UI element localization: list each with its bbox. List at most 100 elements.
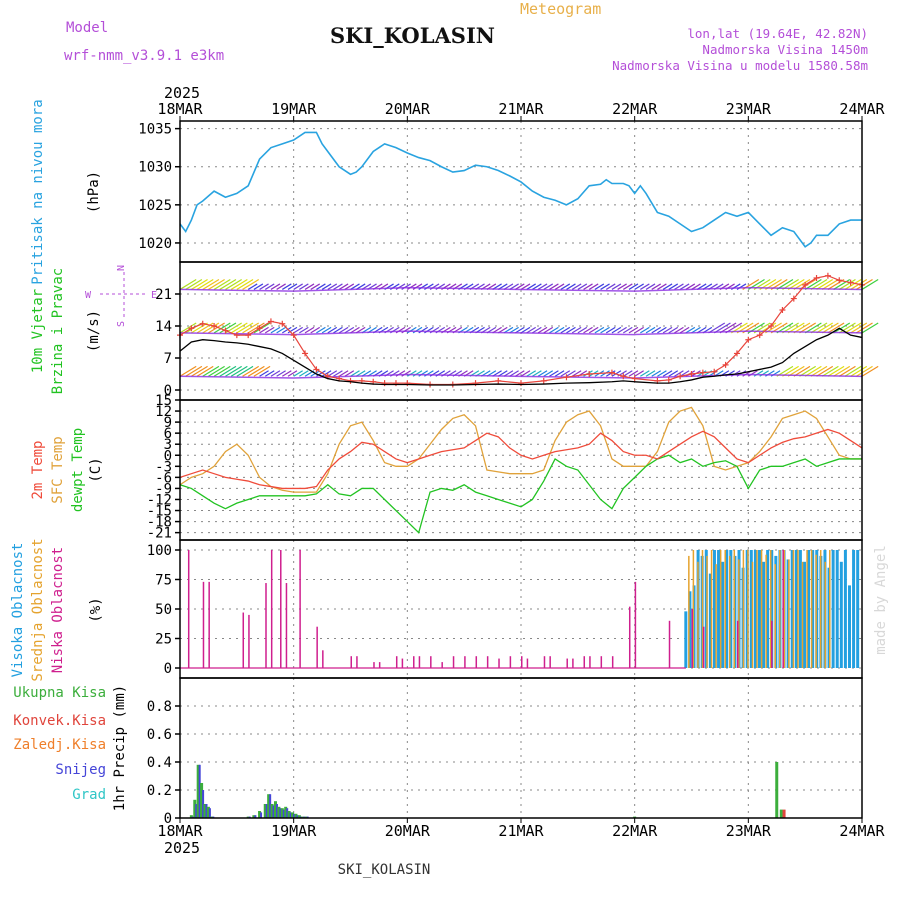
wind-barb	[327, 370, 338, 377]
wind-barb	[588, 283, 599, 290]
temp-ylabel: (C)	[88, 457, 104, 482]
precip-snow-bar	[205, 804, 208, 818]
wind-barb	[713, 322, 731, 334]
mid-cloud-bar	[706, 555, 708, 668]
precip-snow-bar	[260, 812, 263, 818]
wind-barb	[622, 283, 633, 290]
wind-barb	[407, 283, 417, 290]
wind-barb	[622, 370, 633, 377]
high-cloud-bar	[856, 550, 860, 668]
wind-barb	[270, 283, 281, 290]
precip-snow-bar	[265, 804, 268, 818]
wind-gust-marker	[563, 374, 570, 381]
wind-barb	[196, 322, 214, 334]
low-cloud-bar	[430, 656, 432, 668]
wind-barb	[196, 365, 214, 377]
precip-total-bar	[270, 804, 274, 818]
high-cloud-bar	[766, 550, 770, 668]
wind-gust-marker	[836, 277, 843, 284]
low-cloud-bar	[583, 656, 586, 668]
wind-barb	[588, 326, 599, 334]
wind-barb	[253, 365, 271, 377]
wind-barb	[645, 370, 656, 377]
wind-barb	[668, 326, 679, 334]
y-tick-label: 0.6	[147, 727, 172, 743]
low-cloud-bar	[280, 550, 282, 668]
pressure-ylabel: (hPa)	[86, 171, 102, 213]
wind-gust-marker	[733, 350, 740, 357]
wind-barb	[617, 283, 627, 290]
x-tick-label-bottom: 22MAR	[612, 822, 658, 840]
temp-dewpt-line	[179, 454, 862, 534]
wind-barb	[537, 370, 548, 377]
wind-gust-marker	[381, 380, 388, 387]
wind-gust-marker	[199, 320, 206, 327]
low-cloud-bar	[549, 656, 551, 668]
wind-barb	[532, 326, 542, 334]
x-tick-label-top: 19MAR	[271, 100, 317, 118]
wind-barb	[861, 279, 879, 290]
wind-gust-marker	[677, 373, 684, 380]
precip-total-bar	[193, 799, 197, 818]
wind-barb	[299, 370, 309, 377]
precip-total-bar	[284, 806, 288, 818]
wind-barb	[287, 283, 298, 290]
wind-barb	[327, 326, 338, 334]
low-cloud-bar	[702, 626, 705, 668]
wind-barb	[622, 326, 633, 334]
wind-barb	[321, 283, 332, 290]
wind-barb	[640, 283, 650, 290]
wind-gust-marker	[620, 373, 627, 380]
wind-barb	[213, 279, 231, 290]
y-tick-label: 21	[155, 287, 172, 303]
precip-total-bar	[263, 804, 267, 818]
mid-cloud-bar	[801, 561, 804, 668]
wind-barb	[566, 283, 576, 290]
wind-barb	[645, 283, 656, 290]
wind-barb	[838, 322, 856, 334]
precip-snow-bar	[279, 808, 282, 818]
y-tick-label: -18	[147, 515, 172, 531]
low-cloud-bar	[299, 550, 301, 668]
wind-barb	[804, 279, 822, 290]
y-tick-label: 1030	[138, 160, 172, 176]
wind-barb	[208, 279, 225, 290]
wind-barb	[191, 279, 208, 290]
low-cloud-bar	[475, 656, 478, 668]
y-tick-label: 0	[164, 661, 172, 677]
wind-barb	[827, 322, 845, 334]
wind-barb	[571, 370, 582, 377]
wind-barb	[628, 283, 639, 290]
wind-barb	[833, 322, 851, 334]
high-cloud-bar	[688, 591, 692, 668]
wind-barb	[674, 370, 684, 377]
wind-barb	[219, 279, 237, 290]
precip-total-bar	[287, 811, 291, 818]
wind-barb	[816, 365, 834, 377]
wind-barb	[577, 283, 588, 290]
wind-barb	[844, 279, 862, 290]
wind-gust-marker	[495, 377, 502, 384]
wind-barb	[651, 283, 662, 290]
wind-barb	[611, 283, 622, 290]
model-elevation-label: Nadmorska Visina u modelu 1580.58m	[612, 58, 868, 73]
wind-barb	[333, 370, 343, 377]
high-cloud-bar	[708, 573, 712, 668]
pressure-line	[179, 131, 862, 248]
wind-barb	[310, 283, 321, 290]
wind-barb	[691, 283, 701, 290]
precip-snow-bar	[202, 790, 205, 818]
mid-cloud-bar	[719, 550, 722, 668]
high-cloud-bar	[712, 550, 716, 668]
precip-total-bar	[252, 815, 256, 818]
wind-barb	[816, 322, 834, 334]
wind-barb	[219, 365, 237, 377]
precip-snow-bar	[208, 808, 211, 818]
low-cloud-bar	[589, 656, 591, 668]
wind-gust-marker	[688, 371, 695, 377]
wind-gust-marker	[404, 380, 411, 387]
wind-barb	[338, 283, 349, 290]
wind-barb	[236, 279, 254, 290]
high-cloud-bar	[794, 550, 798, 668]
wind-barb	[179, 365, 197, 377]
